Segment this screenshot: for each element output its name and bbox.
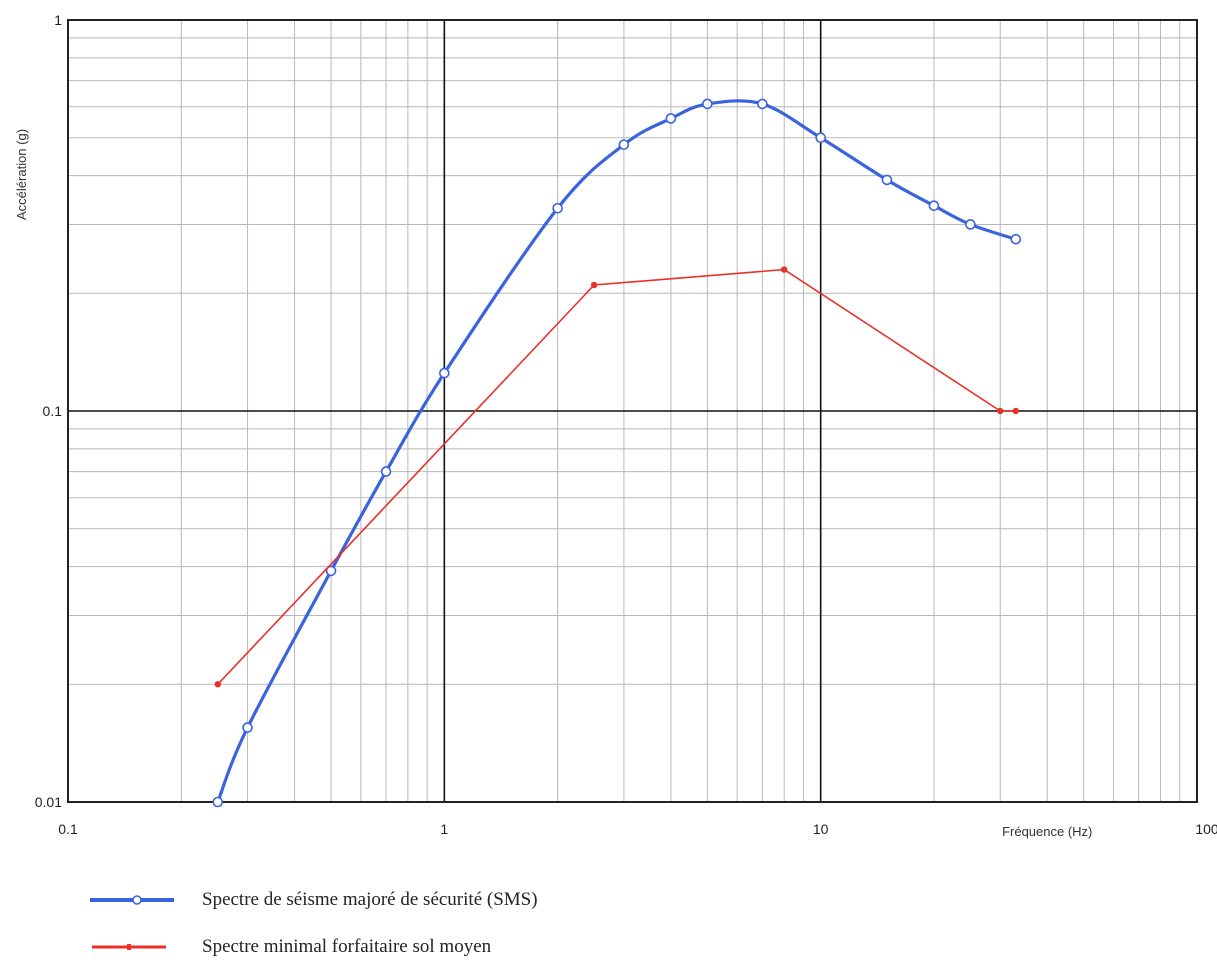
legend-marker (132, 895, 142, 905)
data-point (380, 466, 392, 477)
x-tick-label: 1 (440, 821, 448, 837)
data-point (325, 565, 337, 577)
series-layer (212, 98, 1022, 808)
data-point (1010, 233, 1022, 245)
x-tick-labels: 0.1 1 10 100 (58, 821, 1217, 837)
y-tick-labels: 0.01 0.1 1 (35, 12, 62, 810)
data-point (590, 281, 598, 289)
legend-entry-sms: Spectre de séisme majoré de sécurité (SM… (90, 880, 990, 920)
legend-entry-minimal: Spectre minimal forfaitaire sol moyen (90, 927, 990, 967)
plot-frame (67, 19, 1198, 803)
series-minimal (214, 266, 1020, 688)
data-point (1012, 407, 1020, 415)
data-point (928, 200, 940, 212)
y-tick-label: 1 (54, 12, 62, 28)
data-point (618, 139, 630, 150)
x-tick-label: 100 (1195, 821, 1217, 837)
legend-label-minimal: Spectre minimal forfaitaire sol moyen (202, 936, 492, 957)
x-tick-label: 10 (813, 821, 829, 837)
legend: Spectre de séisme majoré de sécurité (SM… (90, 880, 990, 974)
data-point (997, 407, 1004, 415)
x-axis-title: Fréquence (Hz) (1002, 824, 1092, 839)
legend-swatch-sms (90, 895, 174, 905)
x-tick-label: 0.1 (58, 821, 78, 837)
data-point (212, 796, 224, 808)
legend-marker (127, 944, 131, 950)
data-point (780, 266, 788, 273)
legend-label-sms: Spectre de séisme majoré de sécurité (SM… (202, 889, 538, 910)
data-point (757, 98, 768, 110)
data-point (702, 98, 713, 110)
y-tick-label: 0.01 (35, 794, 62, 810)
data-point (665, 113, 677, 124)
series-line (217, 268, 1016, 685)
y-axis-title: Accélération (g) (14, 129, 29, 220)
data-point (214, 681, 221, 688)
legend-swatch-minimal (92, 944, 166, 950)
data-point (439, 367, 450, 379)
data-point (242, 722, 253, 733)
data-point (552, 202, 563, 214)
data-point (815, 132, 826, 144)
chart-area: 0.1 1 10 100 0.01 0.1 1 Accélération (g) Fréq… (14, 12, 1217, 839)
series-sms (212, 98, 1022, 808)
data-point (881, 174, 893, 186)
y-tick-label: 0.1 (43, 403, 63, 419)
series-line (216, 99, 1017, 803)
data-point (965, 219, 976, 230)
